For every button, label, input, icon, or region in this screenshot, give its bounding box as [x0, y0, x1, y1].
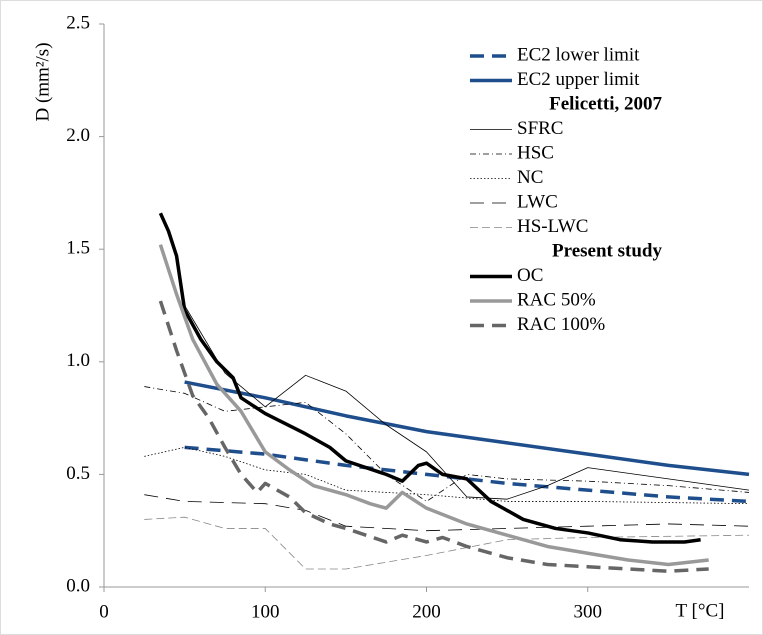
series-line [184, 380, 750, 477]
legend-label: NC [517, 167, 543, 188]
x-tick-label: 300 [574, 601, 603, 622]
y-tick-label: 2.5 [66, 12, 90, 33]
x-tick-label: 0 [99, 601, 109, 622]
legend-label: LWC [517, 191, 558, 212]
series-line [144, 446, 750, 505]
series-line [184, 305, 750, 500]
y-tick-label: 0.0 [66, 575, 90, 596]
legend-label: SFRC [517, 118, 563, 139]
x-tick-label: 100 [251, 601, 280, 622]
series-line [158, 212, 701, 544]
legend-heading: Felicetti, 2007 [549, 93, 662, 114]
y-axis-label: D (mm²/s) [32, 42, 53, 121]
y-tick-label: 2.0 [66, 125, 90, 146]
legend-label: RAC 50% [517, 289, 596, 310]
legend-label: RAC 100% [517, 314, 605, 335]
legend-label: EC2 lower limit [517, 44, 640, 65]
series-line [144, 494, 750, 532]
x-axis-label: T [°C] [676, 600, 725, 621]
legend-label: HSC [517, 142, 554, 163]
legend-label: OC [517, 265, 543, 286]
y-tick-label: 1.5 [66, 238, 90, 259]
series-line [144, 516, 750, 570]
series-line [184, 445, 750, 504]
y-tick-label: 1.0 [66, 350, 90, 371]
x-tick-label: 200 [412, 601, 441, 622]
legend-heading: Present study [552, 240, 662, 261]
legend-label: HS-LWC [517, 216, 588, 237]
legend-label: EC2 upper limit [517, 69, 640, 90]
y-tick-label: 0.5 [66, 463, 90, 484]
series-line [158, 244, 709, 567]
